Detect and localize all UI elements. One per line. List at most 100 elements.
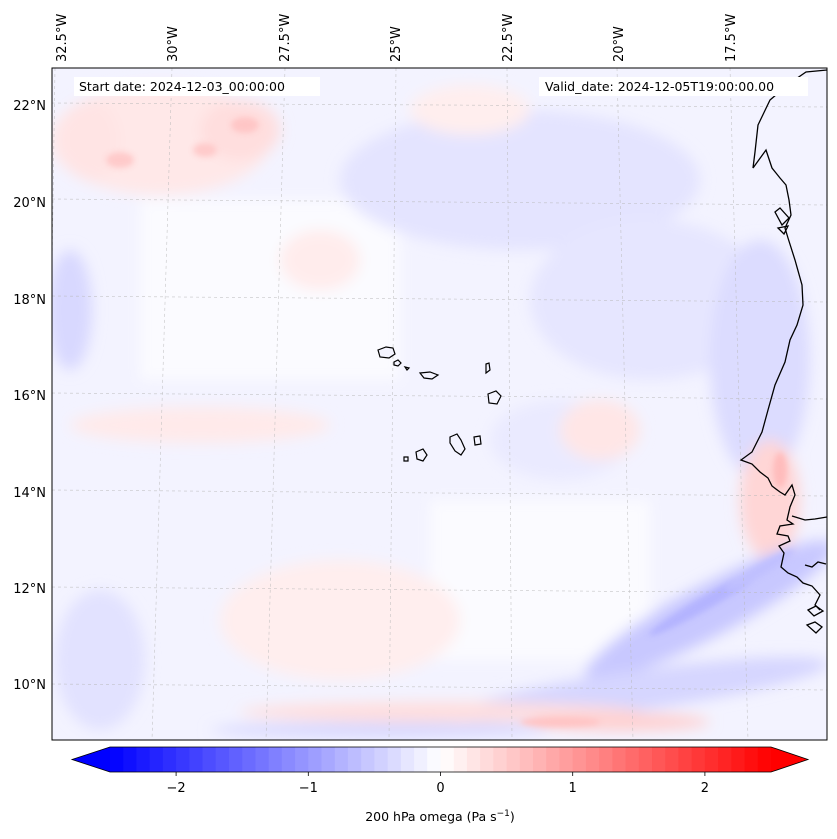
colorbar-label-end: ) bbox=[510, 809, 515, 824]
coastline-bijagos bbox=[806, 605, 825, 617]
lat-label: 22°N bbox=[13, 99, 46, 114]
coastline-gambia bbox=[791, 515, 827, 521]
lat-label: 20°N bbox=[13, 196, 46, 211]
lon-label: 20°W bbox=[612, 26, 627, 62]
colorbar-segment bbox=[400, 747, 415, 772]
colorbar-segment bbox=[731, 747, 746, 772]
field-patch bbox=[60, 100, 120, 180]
lon-label: 27.5°W bbox=[278, 14, 293, 62]
colorbar-segment bbox=[255, 747, 270, 772]
field-patch bbox=[70, 407, 330, 443]
field-patch bbox=[340, 110, 700, 250]
field-patch bbox=[530, 220, 770, 380]
colorbar-segment bbox=[678, 747, 693, 772]
start-date-text: Start date: 2024-12-03_00:00:00 bbox=[79, 79, 285, 94]
lon-labels: 32.5°W 30°W 27.5°W 25°W 22.5°W 20°W 17.5… bbox=[55, 14, 739, 62]
colorbar-segment bbox=[242, 747, 257, 772]
colorbar-segment bbox=[162, 747, 177, 772]
colorbar-extend-min bbox=[72, 747, 110, 772]
colorbar-segment bbox=[691, 747, 706, 772]
lat-labels: 22°N 20°N 18°N 16°N 14°N 12°N 10°N bbox=[13, 99, 46, 693]
colorbar-tick-label: −1 bbox=[299, 781, 318, 796]
colorbar-segment bbox=[718, 747, 732, 772]
island-santa-luzia bbox=[403, 366, 411, 371]
lon-label: 30°W bbox=[166, 26, 181, 62]
field-patch bbox=[585, 540, 827, 680]
island-sao-vicente bbox=[393, 359, 402, 367]
cape-verde-islands bbox=[377, 346, 502, 462]
field-patch bbox=[773, 452, 787, 488]
field-patch bbox=[231, 117, 259, 133]
field-patch bbox=[52, 250, 92, 370]
lon-label: 32.5°W bbox=[55, 14, 70, 62]
colorbar-segment bbox=[585, 747, 600, 772]
gridline-lon bbox=[388, 68, 397, 740]
colorbar-segment bbox=[136, 747, 151, 772]
field-patch bbox=[710, 240, 810, 480]
lon-label: 22.5°W bbox=[501, 14, 516, 62]
colorbar-segment bbox=[110, 747, 124, 772]
field-patch bbox=[106, 152, 134, 168]
colorbar-segments bbox=[72, 747, 808, 772]
valid-date-text: Valid_date: 2024-12-05T19:00:00.00 bbox=[545, 79, 774, 94]
coastline-islet bbox=[774, 207, 790, 227]
field-patch bbox=[280, 230, 360, 290]
coastline-islet bbox=[776, 225, 790, 236]
colorbar-segment bbox=[189, 747, 204, 772]
lat-label: 18°N bbox=[13, 293, 46, 308]
colorbar: −2 −1 0 1 2 200 hPa omega (Pa s−1) bbox=[70, 746, 810, 824]
colorbar-tick-label: 2 bbox=[701, 781, 709, 796]
field-patch bbox=[193, 143, 217, 157]
colorbar-segment bbox=[374, 747, 389, 772]
map-panel[interactable] bbox=[45, 68, 837, 740]
field-patch bbox=[210, 722, 550, 738]
colorbar-segment bbox=[268, 747, 283, 772]
colorbar-segment bbox=[757, 747, 772, 772]
field-patch bbox=[560, 400, 640, 460]
colorbar-segment bbox=[347, 747, 362, 772]
colorbar-segment bbox=[176, 747, 190, 772]
colorbar-segment bbox=[149, 747, 164, 772]
omega-field bbox=[52, 85, 827, 738]
colorbar-ticks: −2 −1 0 1 2 bbox=[167, 772, 709, 796]
colorbar-segment bbox=[493, 747, 508, 772]
colorbar-segment bbox=[321, 747, 336, 772]
gridline-lon bbox=[506, 68, 513, 740]
colorbar-segment bbox=[202, 747, 217, 772]
field-patch bbox=[740, 440, 800, 560]
gridline-lon bbox=[729, 68, 749, 740]
colorbar-segment bbox=[466, 747, 481, 772]
colorbar-tick-label: 0 bbox=[436, 781, 444, 796]
colorbar-segment bbox=[387, 747, 402, 772]
colorbar-segment bbox=[546, 747, 561, 772]
lat-label: 10°N bbox=[13, 678, 46, 693]
lat-label: 12°N bbox=[13, 582, 46, 597]
field-patch bbox=[520, 717, 600, 727]
lat-label: 14°N bbox=[13, 486, 46, 501]
island-maio bbox=[473, 435, 482, 446]
colorbar-segment bbox=[123, 747, 138, 772]
colorbar-tick-label: −2 bbox=[167, 781, 186, 796]
island-sal bbox=[485, 362, 491, 375]
coastline-mauritania-senegal bbox=[739, 69, 827, 611]
field-patch bbox=[430, 500, 650, 660]
colorbar-label: 200 hPa omega (Pa s−1) bbox=[365, 809, 515, 824]
colorbar-segment bbox=[414, 747, 428, 772]
colorbar-label-main: 200 hPa omega (Pa s bbox=[365, 809, 496, 824]
colorbar-segment bbox=[480, 747, 494, 772]
colorbar-segment bbox=[744, 747, 759, 772]
colorbar-segment bbox=[228, 747, 243, 772]
field-patch bbox=[55, 590, 145, 730]
colorbar-segment bbox=[295, 747, 309, 772]
lon-label: 17.5°W bbox=[724, 14, 739, 62]
field-patch bbox=[240, 702, 640, 722]
field-patch bbox=[725, 549, 795, 591]
colorbar-segment bbox=[453, 747, 468, 772]
colorbar-segment bbox=[215, 747, 230, 772]
field-patch bbox=[410, 85, 530, 135]
field-patch bbox=[220, 560, 460, 680]
colorbar-segment bbox=[506, 747, 521, 772]
colorbar-segment bbox=[281, 747, 296, 772]
colorbar-segment bbox=[334, 747, 349, 772]
gridline-lon bbox=[616, 68, 634, 740]
